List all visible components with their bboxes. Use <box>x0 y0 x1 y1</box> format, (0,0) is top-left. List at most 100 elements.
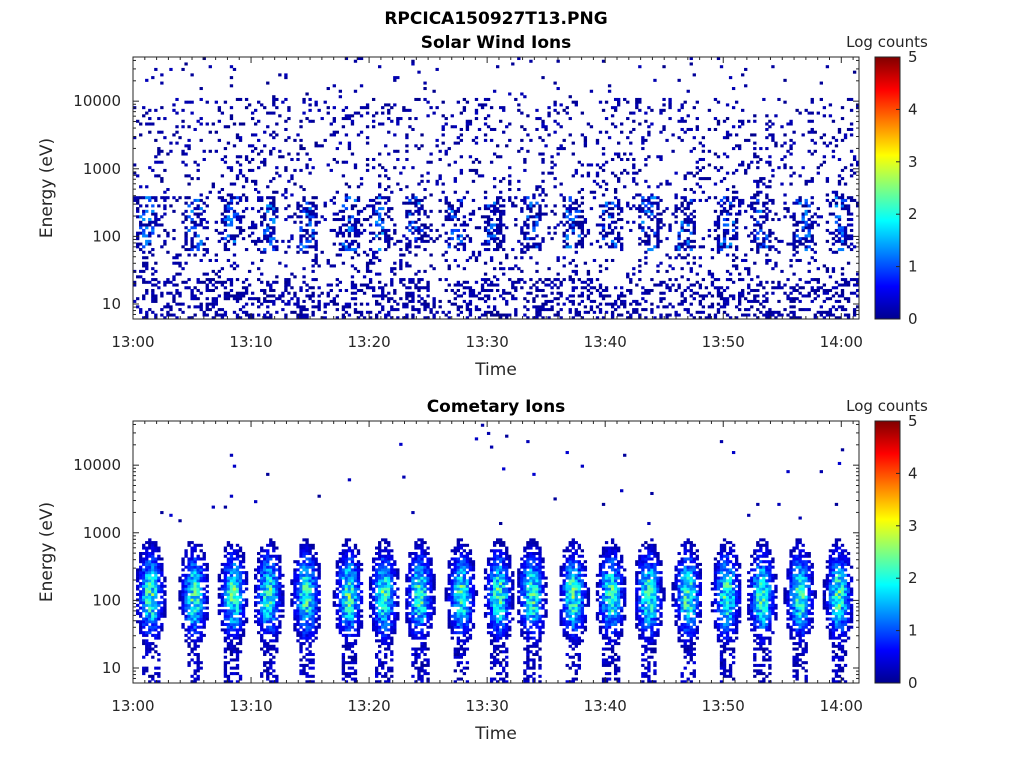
heatmap-cell <box>656 228 660 232</box>
heatmap-cell <box>226 560 231 564</box>
heatmap-cell <box>698 286 702 290</box>
heatmap-cell <box>647 185 651 189</box>
heatmap-cell <box>598 310 603 314</box>
heatmap-cell <box>580 294 585 298</box>
heatmap-cell <box>831 305 836 309</box>
heatmap-cell <box>284 76 288 80</box>
heatmap-cell <box>232 606 237 610</box>
heatmap-cell <box>399 188 403 192</box>
heatmap-cell <box>190 288 194 293</box>
heatmap-cell <box>142 598 146 602</box>
heatmap-cell <box>178 308 182 312</box>
heatmap-cell <box>789 291 793 295</box>
heatmap-cell <box>302 267 306 271</box>
heatmap-cell <box>456 248 460 252</box>
heatmap-cell <box>365 125 370 129</box>
heatmap-cell <box>154 543 158 547</box>
heatmap-cell <box>825 144 830 148</box>
heatmap-cell <box>620 207 624 211</box>
heatmap-cell <box>220 598 225 602</box>
heatmap-cell <box>756 185 760 189</box>
heatmap-cell <box>181 560 185 564</box>
heatmap-cell <box>574 313 578 317</box>
heatmap-cell <box>308 209 312 213</box>
heatmap-cell <box>538 242 542 246</box>
heatmap-cell <box>293 291 297 295</box>
heatmap-cell <box>846 212 851 216</box>
heatmap-cell <box>184 286 188 290</box>
heatmap-cell <box>205 590 209 594</box>
heatmap-cell <box>154 633 158 637</box>
heatmap-cell <box>136 198 140 202</box>
heatmap-cell <box>550 237 554 241</box>
heatmap-cell <box>774 212 778 216</box>
heatmap-cell <box>193 628 197 632</box>
heatmap-cell <box>453 215 457 219</box>
heatmap-cell <box>202 554 206 558</box>
heatmap-cell <box>665 182 669 186</box>
heatmap-cell <box>595 182 600 186</box>
heatmap-cell <box>181 267 185 271</box>
heatmap-cell <box>196 601 200 605</box>
heatmap-cell <box>607 215 612 219</box>
heatmap-cell <box>855 204 860 208</box>
heatmap-cell <box>184 226 188 230</box>
heatmap-cell <box>287 299 291 303</box>
heatmap-cell <box>840 272 845 276</box>
heatmap-cell <box>738 308 742 312</box>
heatmap-cell <box>486 239 491 243</box>
heatmap-cell <box>420 179 424 183</box>
heatmap-cell <box>235 174 240 178</box>
heatmap-cell <box>589 190 594 194</box>
heatmap-cell <box>541 119 545 123</box>
heatmap-cell <box>598 286 603 290</box>
heatmap-cell <box>299 316 303 320</box>
heatmap-cell <box>423 212 427 216</box>
heatmap-cell <box>202 587 206 591</box>
heatmap-cell <box>217 587 222 591</box>
heatmap-cell <box>145 288 149 293</box>
heatmap-cell <box>716 242 721 246</box>
heatmap-cell <box>716 155 721 159</box>
heatmap-cell <box>226 622 231 626</box>
heatmap-cell <box>214 310 218 314</box>
heatmap-cell <box>356 231 361 235</box>
heatmap-cell <box>668 117 672 121</box>
heatmap-cell <box>840 198 845 202</box>
heatmap-cell <box>795 223 799 227</box>
heatmap-cell <box>148 554 152 558</box>
heatmap-cell <box>701 245 706 249</box>
heatmap-cell <box>199 612 203 616</box>
heatmap-cell <box>753 119 757 123</box>
heatmap-cell <box>565 245 569 249</box>
heatmap-cell <box>302 250 306 254</box>
heatmap-cell <box>254 188 258 192</box>
heatmap-cell <box>232 215 237 219</box>
heatmap-cell <box>299 234 303 238</box>
heatmap-cell <box>426 160 430 164</box>
heatmap-cell <box>674 204 678 208</box>
heatmap-cell <box>577 239 581 243</box>
heatmap-cell <box>786 149 790 153</box>
heatmap-cell <box>716 168 721 172</box>
heatmap-cell <box>211 269 215 273</box>
heatmap-cell <box>556 272 560 276</box>
heatmap-cell <box>822 155 827 159</box>
heatmap-cell <box>305 207 309 211</box>
heatmap-cell <box>154 269 158 273</box>
heatmap-cell <box>154 560 158 564</box>
heatmap-cell <box>629 280 633 284</box>
heatmap-cell <box>547 308 551 312</box>
heatmap-cell <box>620 248 624 252</box>
heatmap-cell <box>738 144 742 148</box>
heatmap-cell <box>160 179 164 183</box>
heatmap-cell <box>810 226 814 230</box>
heatmap-cell <box>199 122 203 126</box>
heatmap-cell <box>184 603 188 607</box>
heatmap-cell <box>807 130 811 134</box>
heatmap-cell <box>535 212 539 216</box>
heatmap-cell <box>350 283 355 287</box>
heatmap-cell <box>852 245 857 249</box>
heatmap-cell <box>378 182 382 186</box>
heatmap-cell <box>674 288 678 293</box>
